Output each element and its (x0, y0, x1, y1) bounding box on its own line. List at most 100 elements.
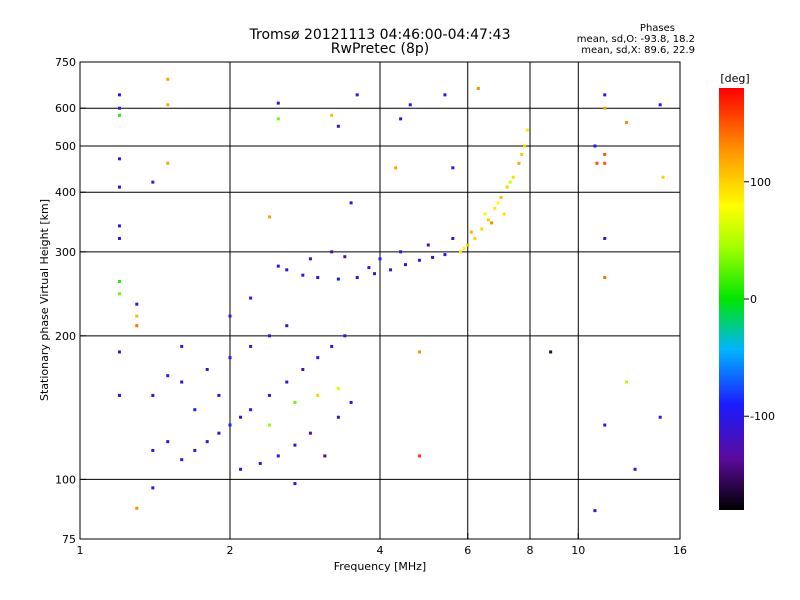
data-point (276, 264, 280, 268)
x-axis-ticks: 1 2 4 6 8 10 16 (77, 533, 687, 557)
data-point (228, 314, 232, 318)
colorbar (719, 88, 744, 510)
data-point (499, 195, 503, 199)
data-point (417, 258, 421, 262)
data-point (301, 367, 305, 371)
data-point (625, 121, 629, 125)
y-tick-label: 75 (62, 533, 76, 546)
data-point (180, 458, 184, 462)
data-point (180, 380, 184, 384)
data-point (355, 276, 359, 280)
data-point (117, 292, 121, 296)
data-point (117, 106, 121, 110)
x-tick-label: 1 (77, 544, 84, 557)
data-point (276, 117, 280, 121)
data-point (336, 387, 340, 391)
data-point (336, 415, 340, 419)
colorbar-tick-label: 0 (750, 293, 757, 306)
x-tick-label: 2 (227, 544, 234, 557)
y-tick-label: 600 (55, 102, 76, 115)
data-point (343, 334, 347, 338)
data-point (399, 250, 403, 254)
data-point (466, 243, 470, 247)
data-point (523, 144, 527, 148)
y-axis-ticks: 75 100 200 300 400 500 600 750 (55, 56, 86, 546)
data-point (493, 206, 497, 210)
data-point (267, 393, 271, 397)
colorbar-ticks: -100 0 100 (744, 176, 775, 423)
data-point (308, 257, 312, 261)
data-point (658, 415, 662, 419)
phases-header: Phases (639, 23, 675, 34)
data-point (349, 400, 353, 404)
data-point (417, 350, 421, 354)
data-point (496, 201, 500, 205)
data-point (625, 380, 629, 384)
data-point (490, 221, 494, 225)
data-point (276, 454, 280, 458)
data-point (426, 243, 430, 247)
data-point (403, 263, 407, 267)
data-point (330, 344, 334, 348)
data-point (166, 161, 170, 165)
data-point (267, 334, 271, 338)
data-point (193, 408, 197, 412)
data-point (285, 268, 289, 272)
data-point (603, 423, 607, 427)
data-point (330, 250, 334, 254)
data-point (483, 212, 487, 216)
data-point (349, 201, 353, 205)
data-point (316, 356, 320, 360)
data-point (469, 230, 473, 234)
data-point (151, 180, 155, 184)
data-point (239, 415, 243, 419)
data-point (217, 431, 221, 435)
data-point (267, 215, 271, 219)
data-point (633, 467, 637, 471)
data-point (117, 279, 121, 283)
data-point (367, 266, 371, 270)
y-tick-label: 300 (55, 246, 76, 259)
data-point (117, 393, 121, 397)
data-point (486, 218, 490, 222)
data-point (451, 166, 455, 170)
data-point (336, 277, 340, 281)
chart-title: Tromsø 20121113 04:46:00-04:47:43 (249, 27, 511, 43)
data-point (267, 423, 271, 427)
data-point (285, 380, 289, 384)
data-point (603, 93, 607, 97)
x-tick-label: 4 (377, 544, 384, 557)
data-point (308, 431, 312, 435)
data-point (293, 400, 297, 404)
data-point (151, 393, 155, 397)
data-point (228, 356, 232, 360)
data-point (603, 236, 607, 240)
data-point (117, 113, 121, 117)
colorbar-tick-label: -100 (750, 410, 775, 423)
data-points (117, 77, 665, 513)
y-tick-label: 200 (55, 330, 76, 343)
data-point (343, 255, 347, 259)
data-point (330, 113, 334, 117)
data-point (117, 93, 121, 97)
data-point (443, 93, 447, 97)
data-point (285, 324, 289, 328)
data-point (217, 393, 221, 397)
data-point (249, 344, 253, 348)
colorbar-tick-label: 100 (750, 176, 771, 189)
data-point (603, 161, 607, 165)
data-point (508, 180, 512, 184)
data-point (205, 367, 209, 371)
data-point (336, 124, 340, 128)
data-point (603, 106, 607, 110)
data-point (276, 101, 280, 105)
data-point (593, 144, 597, 148)
data-point (316, 393, 320, 397)
data-point (193, 448, 197, 452)
y-tick-label: 750 (55, 56, 76, 69)
data-point (135, 314, 139, 318)
data-point (166, 77, 170, 81)
y-axis-title: Stationary phase Virtual Height [km] (38, 199, 51, 401)
data-point (661, 175, 665, 179)
data-point (166, 374, 170, 378)
